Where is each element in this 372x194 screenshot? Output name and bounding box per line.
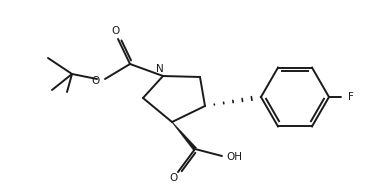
Text: F: F [348, 92, 354, 102]
Polygon shape [172, 122, 196, 150]
Text: O: O [112, 26, 120, 36]
Text: O: O [91, 76, 99, 86]
Text: O: O [170, 173, 178, 183]
Text: OH: OH [226, 152, 242, 162]
Text: N: N [156, 64, 164, 74]
